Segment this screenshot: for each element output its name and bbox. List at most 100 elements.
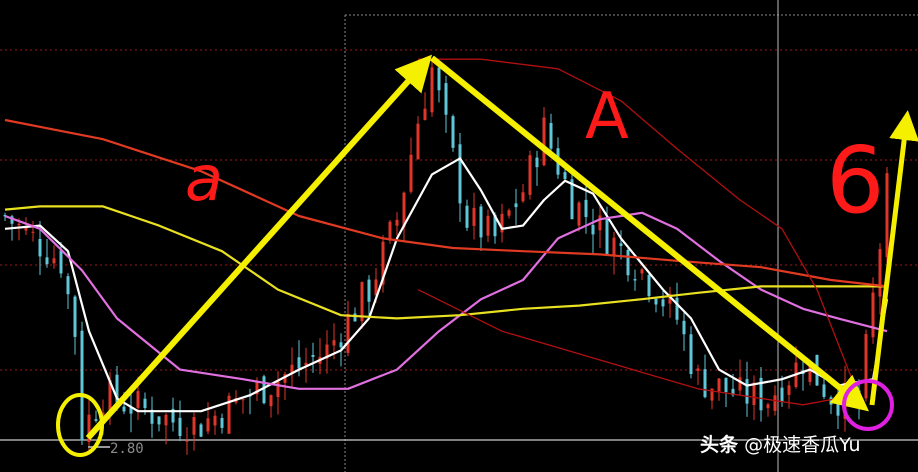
candle-body: [227, 395, 231, 434]
candle-body: [591, 224, 595, 235]
candle-body: [437, 67, 441, 91]
candle-body: [885, 173, 889, 258]
candle: [654, 296, 658, 313]
candle-body: [381, 241, 385, 285]
candle: [591, 208, 595, 254]
candle-body: [94, 419, 98, 421]
candle-body: [500, 213, 504, 233]
candle: [689, 326, 693, 379]
candle: [500, 203, 504, 243]
candle: [521, 183, 525, 203]
candle-body: [836, 403, 840, 416]
candle-body: [654, 298, 658, 305]
candle-body: [66, 276, 70, 295]
wave-b-label: 6: [826, 127, 885, 234]
candle-body: [213, 415, 217, 426]
candle-body: [164, 414, 168, 426]
candle: [759, 366, 763, 422]
candle-body: [59, 250, 63, 274]
candle-body: [864, 334, 868, 399]
candle: [66, 273, 70, 310]
candle: [479, 203, 483, 251]
candle-body: [787, 385, 791, 395]
candle: [318, 338, 322, 375]
candle: [612, 231, 616, 275]
candle: [325, 330, 329, 374]
candle: [227, 392, 231, 434]
candle: [402, 191, 406, 242]
candle: [871, 277, 875, 344]
candle-body: [143, 398, 147, 409]
candle: [598, 204, 602, 248]
candle-body: [626, 250, 630, 276]
candle: [150, 396, 154, 438]
candle: [220, 413, 224, 434]
candle: [696, 364, 700, 385]
candle-body: [80, 330, 84, 441]
candle-body: [423, 108, 427, 120]
candle: [570, 170, 574, 220]
candle-body: [563, 172, 567, 180]
candle: [129, 390, 133, 433]
candle-body: [3, 215, 7, 217]
candle-body: [10, 216, 14, 224]
candle-body: [451, 116, 455, 148]
candle-body: [346, 313, 350, 353]
candle-body: [668, 293, 672, 304]
candle-body: [430, 67, 434, 113]
candle: [738, 359, 742, 395]
candle-body: [857, 390, 861, 405]
candle-body: [157, 416, 161, 425]
candle: [619, 230, 623, 260]
annotations: a A 6: [56, 54, 918, 457]
candle-body: [507, 210, 511, 216]
candle: [668, 286, 672, 318]
candle-body: [178, 417, 182, 436]
candle: [360, 281, 364, 329]
candle: [472, 192, 476, 240]
indicator-line: [418, 58, 853, 380]
candle-body: [87, 414, 91, 443]
candle: [52, 245, 56, 269]
candle-body: [738, 377, 742, 391]
candle-body: [367, 279, 371, 302]
moving-averages: [4, 58, 889, 413]
candle-body: [535, 157, 539, 168]
indicator-line: [4, 157, 889, 413]
candle: [633, 269, 637, 291]
candle-body: [192, 417, 196, 435]
candle-body: [472, 207, 476, 226]
candle: [486, 209, 490, 243]
candle-body: [710, 388, 714, 401]
candle-body: [122, 406, 126, 412]
indicator-line: [4, 205, 887, 320]
candle-body: [661, 299, 665, 307]
candle-body: [703, 369, 707, 398]
candle: [80, 321, 84, 445]
candle: [437, 63, 441, 103]
candles: [3, 60, 889, 455]
candle-body: [696, 368, 700, 371]
arrow-up-b: [869, 110, 918, 406]
candle: [430, 60, 434, 117]
candle-body: [255, 382, 259, 395]
candle-body: [577, 202, 581, 226]
candle: [248, 388, 252, 415]
indicator-line: [4, 118, 888, 288]
candle-body: [682, 320, 686, 335]
candle: [346, 300, 350, 357]
candle: [787, 380, 791, 409]
candle: [717, 378, 721, 401]
candle: [458, 132, 462, 222]
arrow-down-A: [430, 55, 869, 412]
candle-body: [584, 199, 588, 217]
candle-body: [871, 292, 875, 338]
candle-body: [731, 388, 735, 396]
candle: [514, 188, 518, 225]
candle-body: [570, 179, 574, 220]
candle: [94, 410, 98, 423]
candle-body: [73, 296, 77, 337]
low-price-label: 2.80: [110, 441, 144, 457]
